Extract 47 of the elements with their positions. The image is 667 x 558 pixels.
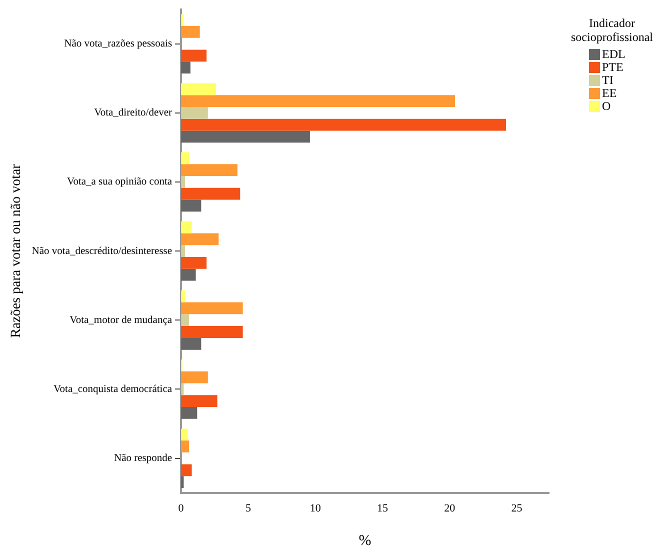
x-tick-label: 5 bbox=[245, 502, 252, 514]
bar bbox=[181, 130, 310, 143]
bar bbox=[181, 164, 238, 176]
y-tick-label: Não vota_razões pessoais bbox=[64, 38, 172, 50]
bar bbox=[181, 62, 190, 74]
bar bbox=[181, 200, 202, 212]
bar bbox=[181, 464, 192, 476]
bar bbox=[181, 118, 506, 131]
bar bbox=[181, 188, 240, 200]
y-tick-label: Vota_a sua opinião conta bbox=[66, 176, 172, 188]
bar bbox=[181, 407, 198, 419]
legend-label: O bbox=[602, 99, 611, 114]
y-tick-label: Vota_conquista democrática bbox=[54, 384, 172, 395]
bar bbox=[181, 256, 207, 269]
y-tick-label: Vota_direito/dever bbox=[94, 108, 173, 119]
legend-label: TI bbox=[602, 73, 614, 88]
x-tick-label: 15 bbox=[376, 502, 388, 514]
bar bbox=[181, 268, 196, 281]
bar bbox=[181, 26, 200, 38]
legend-title: Indicador socioprofissional bbox=[570, 16, 654, 44]
bar bbox=[181, 83, 216, 96]
bar bbox=[181, 428, 188, 440]
y-tick-label: Não vota_descrédito/desinteresse bbox=[32, 246, 172, 257]
bar bbox=[181, 326, 243, 338]
y-tick-label: Vota_motor de mudança bbox=[70, 314, 172, 326]
bar bbox=[181, 50, 207, 62]
bar bbox=[181, 106, 208, 119]
x-tick-label: 20 bbox=[444, 502, 456, 514]
x-axis-title: % bbox=[358, 532, 372, 549]
y-axis-title: Razões para votar ou não votar bbox=[9, 164, 24, 338]
bar bbox=[181, 395, 218, 408]
bar bbox=[181, 371, 208, 384]
legend-label: PTE bbox=[602, 60, 624, 75]
x-tick-label: 10 bbox=[310, 502, 322, 514]
bar bbox=[181, 233, 219, 246]
x-tick-label: 0 bbox=[178, 502, 184, 514]
bar bbox=[181, 95, 455, 107]
bar bbox=[181, 314, 190, 326]
bar bbox=[181, 152, 190, 164]
legend-label: EDL bbox=[602, 47, 626, 62]
bar bbox=[181, 221, 192, 234]
x-tick-label: 25 bbox=[511, 502, 523, 514]
bar bbox=[181, 302, 243, 314]
bar bbox=[181, 440, 190, 452]
legend-label: EE bbox=[602, 86, 617, 101]
y-tick-label: Não responde bbox=[114, 453, 172, 464]
bar bbox=[181, 338, 202, 350]
